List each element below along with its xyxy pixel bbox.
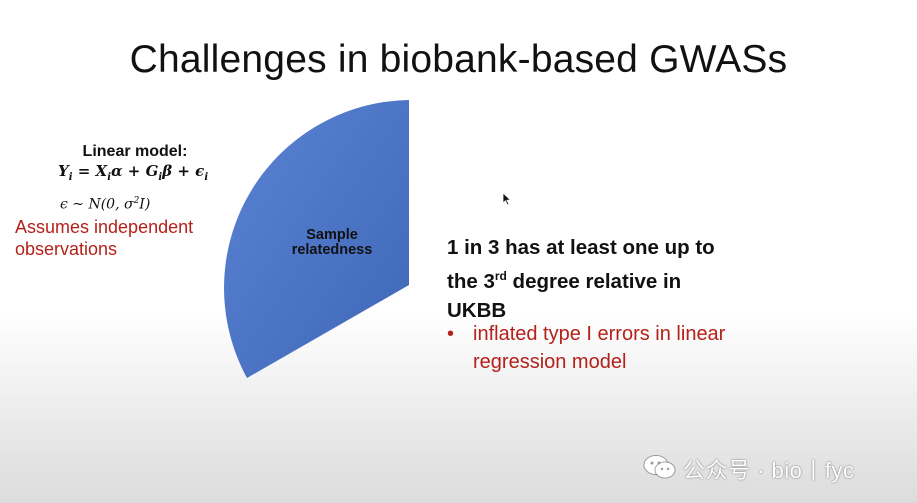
bullet-line2: regression model — [473, 351, 627, 373]
eq-alpha: α — [111, 162, 123, 180]
eq-equals: = — [72, 162, 96, 180]
noise-sup: 2 — [133, 196, 140, 206]
assumption-line1: Assumes independent — [15, 217, 194, 237]
eq-x: X — [95, 162, 108, 180]
main-point-line2-sup: rd — [494, 269, 507, 283]
watermark: 公众号 · bio丨fyc — [643, 452, 913, 483]
main-point: 1 in 3 has at least one up to the 3rd de… — [447, 233, 777, 325]
assumption-line2: observations — [15, 239, 118, 259]
wechat-icon — [643, 455, 676, 479]
main-point-line2: the 3rd degree relative in — [447, 262, 777, 296]
pie-segment-label: Sample relatedness — [262, 228, 402, 258]
main-point-line2-pre: the 3 — [447, 269, 495, 293]
eq-beta: β — [162, 162, 173, 180]
eq-g: G — [145, 162, 159, 180]
main-point-line3: UKBB — [447, 298, 507, 322]
bullet-dot: • — [447, 323, 455, 345]
noise-prefix: ϵ ~ N(0, σ — [60, 196, 134, 213]
eq-sub-3: i — [158, 172, 163, 183]
eq-sub-1: i — [68, 172, 73, 183]
noise-distribution: ϵ ~ N(0, σ2I) — [60, 196, 150, 213]
assumption-note: Assumes independent observations — [15, 216, 225, 260]
main-point-line1: 1 in 3 has at least one up to — [447, 236, 715, 259]
linear-model-equation: Yi = Xiα + Giβ + ϵi — [58, 162, 208, 183]
main-point-line2-post: degree relative in — [506, 269, 682, 293]
eq-sub-4: i — [204, 172, 209, 183]
slide-title: Challenges in biobank-based GWASs — [129, 38, 788, 81]
eq-plus-2: + — [172, 162, 196, 180]
bullet-line1: inflated type I errors in linear — [473, 323, 726, 345]
eq-epsilon: ϵ — [195, 162, 205, 180]
watermark-text: 公众号 · bio丨fyc — [683, 458, 855, 483]
bullet-text: inflated type I errors in linear regress… — [473, 320, 783, 376]
eq-sub-2: i — [107, 172, 111, 183]
eq-plus-1: + — [122, 162, 146, 180]
pie-label-line1: Sample — [306, 227, 358, 243]
noise-suffix: I) — [139, 196, 151, 213]
pie-label-line2: relatedness — [291, 242, 373, 258]
linear-model-title: Linear model: — [82, 143, 188, 160]
eq-y: Y — [58, 162, 69, 180]
mouse-cursor-icon — [502, 192, 512, 206]
